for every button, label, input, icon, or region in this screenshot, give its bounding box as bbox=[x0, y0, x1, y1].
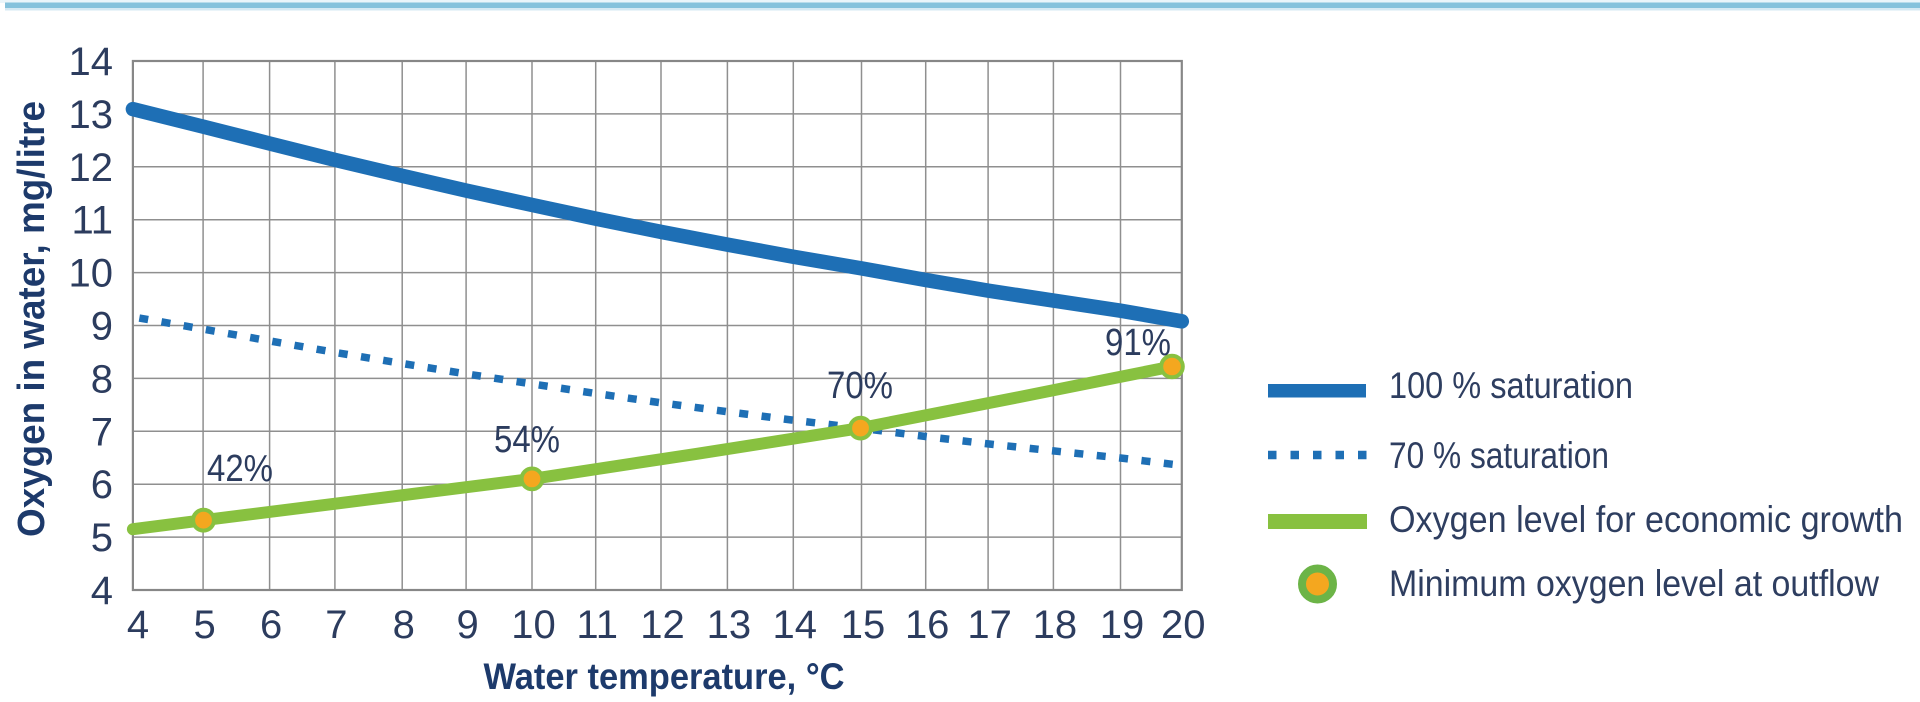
svg-text:70%: 70% bbox=[827, 365, 893, 407]
svg-text:91%: 91% bbox=[1105, 322, 1171, 364]
svg-text:4: 4 bbox=[127, 603, 149, 647]
svg-text:Minimum oxygen level at outflo: Minimum oxygen level at outflow bbox=[1389, 562, 1880, 604]
svg-text:14: 14 bbox=[773, 603, 818, 647]
svg-text:Oxygen level for economic grow: Oxygen level for economic growth bbox=[1389, 498, 1903, 540]
svg-text:12: 12 bbox=[69, 146, 114, 190]
svg-text:4: 4 bbox=[91, 569, 113, 613]
svg-text:11: 11 bbox=[71, 199, 113, 243]
svg-text:6: 6 bbox=[260, 603, 282, 647]
svg-text:10: 10 bbox=[511, 603, 556, 647]
svg-text:11: 11 bbox=[576, 603, 618, 647]
svg-text:16: 16 bbox=[905, 603, 950, 647]
svg-text:42%: 42% bbox=[207, 448, 273, 490]
svg-text:13: 13 bbox=[707, 603, 752, 647]
svg-text:70 % saturation: 70 % saturation bbox=[1389, 434, 1609, 476]
svg-text:8: 8 bbox=[91, 357, 113, 401]
svg-text:19: 19 bbox=[1100, 603, 1145, 647]
svg-text:Water temperature, °C: Water temperature, °C bbox=[484, 656, 845, 697]
svg-text:9: 9 bbox=[91, 305, 113, 349]
svg-text:5: 5 bbox=[91, 516, 113, 560]
svg-text:10: 10 bbox=[69, 252, 114, 296]
svg-text:Oxygen in water, mg/litre: Oxygen in water, mg/litre bbox=[11, 101, 53, 537]
svg-text:7: 7 bbox=[325, 603, 347, 647]
svg-text:15: 15 bbox=[841, 603, 886, 647]
svg-text:20: 20 bbox=[1161, 603, 1206, 647]
svg-text:12: 12 bbox=[640, 603, 685, 647]
svg-text:7: 7 bbox=[91, 410, 113, 454]
svg-text:6: 6 bbox=[91, 463, 113, 507]
svg-text:17: 17 bbox=[967, 603, 1012, 647]
svg-text:9: 9 bbox=[456, 603, 478, 647]
svg-text:13: 13 bbox=[69, 93, 114, 137]
svg-text:14: 14 bbox=[69, 40, 114, 84]
svg-text:8: 8 bbox=[393, 603, 415, 647]
svg-text:5: 5 bbox=[193, 603, 215, 647]
svg-text:18: 18 bbox=[1033, 603, 1078, 647]
svg-text:54%: 54% bbox=[494, 419, 560, 461]
svg-text:100 % saturation: 100 % saturation bbox=[1389, 364, 1633, 406]
